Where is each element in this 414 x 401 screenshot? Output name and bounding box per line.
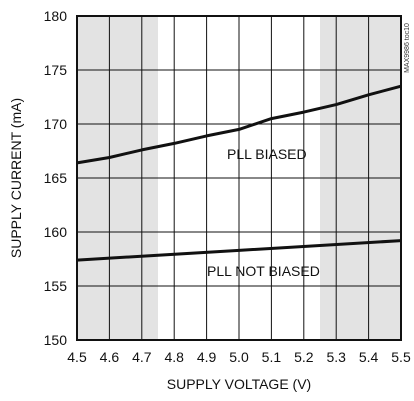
y-tick-label-2: 160 <box>44 224 68 240</box>
y-tick-label-4: 170 <box>44 116 68 132</box>
figure-note: MAX9986 toc10 <box>404 23 411 73</box>
x-tick-label-10: 5.5 <box>391 349 411 365</box>
x-tick-labels: 4.5 4.6 4.7 4.8 4.9 5.0 5.1 5.2 5.3 5.4 5.5 <box>67 349 411 365</box>
x-tick-label-0: 4.5 <box>67 349 87 365</box>
y-tick-label-3: 165 <box>44 170 68 186</box>
x-tick-label-5: 5.0 <box>229 349 249 365</box>
annotation-pll-not-biased: PLL NOT BIASED <box>207 263 320 279</box>
x-tick-label-6: 5.1 <box>262 349 282 365</box>
x-tick-label-4: 4.9 <box>197 349 217 365</box>
x-tick-label-1: 4.6 <box>100 349 120 365</box>
x-axis-label: SUPPLY VOLTAGE (V) <box>167 376 311 392</box>
x-tick-label-8: 5.3 <box>326 349 346 365</box>
x-tick-label-2: 4.7 <box>132 349 152 365</box>
series-line-0 <box>76 84 402 165</box>
y-tick-label-6: 180 <box>44 8 68 24</box>
series-layer <box>76 84 402 262</box>
x-tick-label-7: 5.2 <box>294 349 314 365</box>
y-tick-label-5: 175 <box>44 62 68 78</box>
x-tick-label-3: 4.8 <box>164 349 184 365</box>
annotation-pll-biased: PLL BIASED <box>227 146 307 162</box>
x-tick-label-9: 5.4 <box>359 349 379 365</box>
y-tick-label-1: 155 <box>44 278 68 294</box>
plot-frame <box>76 15 402 341</box>
y-tick-label-0: 150 <box>44 332 68 348</box>
y-tick-labels: 150 155 160 165 170 175 180 <box>44 8 68 348</box>
y-axis-label: SUPPLY CURRENT (mA) <box>8 98 24 258</box>
series-line-1 <box>76 239 402 262</box>
